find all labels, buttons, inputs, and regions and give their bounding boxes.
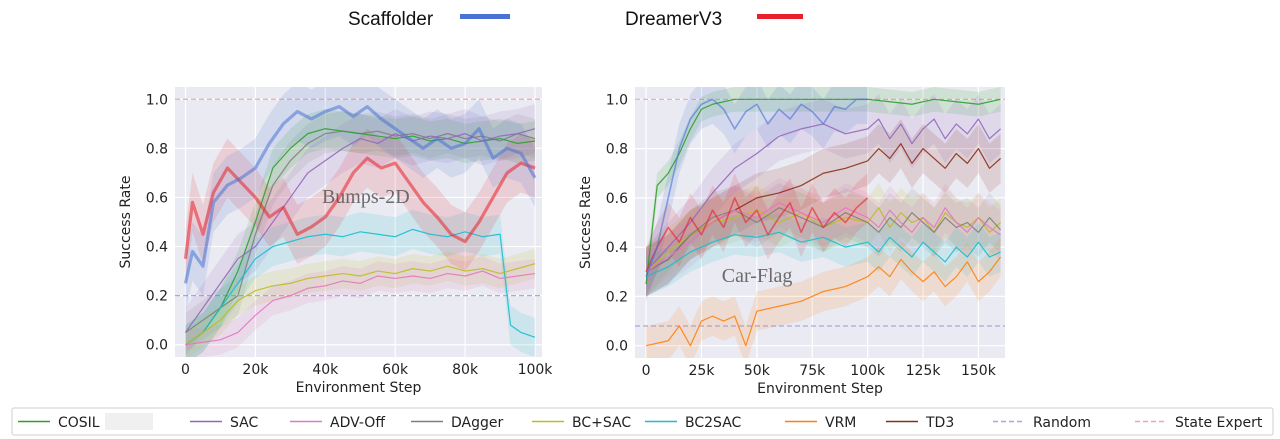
x-axis-label: Environment Step [296,380,422,396]
legend-label-sac: SAC [230,415,258,431]
legend-label-vrm: VRM [825,415,856,431]
band-bc2sac [646,212,1001,297]
legend-label-state-expert: State Expert [1175,415,1263,431]
y-tick-label: 1.0 [146,92,168,108]
legend-item-cosil: COSIL [18,415,100,431]
chart-bumps-2d: Bumps-2D 0 20k 40k 60k 80k 100k 0.0 0.2 0.4 0.6 0.8… [118,87,554,396]
y-tick-label: 0.0 [146,338,168,354]
legend-item-vrm: VRM [785,415,856,431]
x-tick-label: 25k [689,363,716,379]
x-tick-label: 100k [518,362,554,378]
y-tick-label: 0.0 [606,339,628,355]
bottom-legend-frame [11,407,1274,436]
legend-label-bc2sac: BC2SAC [685,415,742,431]
top-legend-label-dreamerv3: DreamerV3 [625,9,722,30]
series-line-bc2sac [185,228,536,346]
legend-item-sac: SAC [190,415,258,431]
top-legend-swatch-scaffolder [460,14,510,19]
x-tick-label: 20k [242,362,269,378]
legend-item-state-expert: State Expert [1135,415,1263,431]
legend-item-dagger: DAgger [411,415,503,431]
series-line-scaffolder [183,105,537,284]
series-line-sac [184,128,536,333]
top-legend-label-scaffolder: Scaffolder [348,9,434,30]
band-cosil [185,109,536,357]
band-adv-off [185,256,536,357]
legend-item-bc-sac: BC+SAC [532,415,631,431]
legend-item-bc2sac: BC2SAC [645,415,742,431]
x-tick-label: 150k [961,363,997,379]
legend-label-bc-sac: BC+SAC [572,415,631,431]
band-sac [185,104,536,357]
bottom-legend: COSIL SAC ADV-Off DAgger BC+SAC BC2SAC VRM TD3 R… [11,407,1274,436]
legend-label-adv-off: ADV-Off [330,415,385,431]
x-tick-label: 100k [850,363,886,379]
chart-car-flag: Car-Flag 0 25k 50k 75k 100k 125k 150k 0.0 0.2 0.4 0… [578,87,1005,397]
series-line-adv-off [185,270,536,346]
y-axis-label: Success Rate [578,176,594,269]
top-legend-swatch-dreamerv3 [757,14,803,19]
band-dagger [185,111,536,353]
band-dagger [646,183,1001,297]
series-line-dreamerv3 [645,197,869,273]
y-tick-label: 0.2 [606,289,628,305]
x-tick-label: 50k [744,363,771,379]
plot-area [635,87,1005,358]
y-tick-label: 0.6 [146,190,168,206]
x-tick-label: 40k [312,362,339,378]
series-line-cosil [645,98,1001,285]
y-axis-label: Success Rate [118,176,134,269]
y-tick-label: 1.0 [606,92,628,108]
legend-item-td3: TD3 [886,415,954,431]
band-bc-sac [185,249,536,357]
band-cosil [646,87,1001,297]
y-tick-label: 0.4 [146,240,168,256]
y-tick-label: 0.2 [146,289,168,305]
plot-area [175,87,542,357]
band-scaffolder [185,87,536,313]
x-tick-label: 0 [181,362,190,378]
series-line-sac [645,118,1001,273]
series-line-dreamerv3 [183,156,536,260]
series-line-bc2sac [645,231,1001,278]
legend-item-adv-off: ADV-Off [290,415,385,431]
x-axis-label: Environment Step [757,381,883,397]
panel-title: Car-Flag [722,265,793,287]
x-tick-label: 0 [642,363,651,379]
series-line-bc-sac [185,263,536,346]
top-legend: Scaffolder DreamerV3 [348,9,803,30]
y-tick-label: 0.8 [146,141,168,157]
x-tick-label: 75k [799,363,826,379]
series-line-scaffolder [645,98,868,277]
band-vrm [646,237,1001,358]
legend-label-td3: TD3 [925,415,954,431]
y-tick-label: 0.6 [606,191,628,207]
legend-label-random: Random [1033,415,1091,431]
band-sac [646,94,1001,297]
band-bc-sac [646,183,1001,297]
legend-item-random: Random [993,415,1091,431]
series-line-vrm [645,256,1002,347]
y-tick-label: 0.8 [606,142,628,158]
legend-label-cosil: COSIL [58,415,100,431]
band-dreamerv3 [646,173,868,297]
x-tick-label: 60k [382,362,409,378]
band-dreamerv3 [185,128,536,289]
y-tick-label: 0.4 [606,240,628,256]
legend-label-dagger: DAgger [451,415,503,431]
x-tick-label: 80k [452,362,479,378]
bottom-legend-items: COSIL SAC ADV-Off DAgger BC+SAC BC2SAC VRM TD3 R… [18,415,1263,431]
x-tick-label: 125k [906,363,942,379]
series-line-adv-off [645,202,1001,273]
panel-title: Bumps-2D [322,186,410,208]
legend-redaction-box [105,413,153,430]
